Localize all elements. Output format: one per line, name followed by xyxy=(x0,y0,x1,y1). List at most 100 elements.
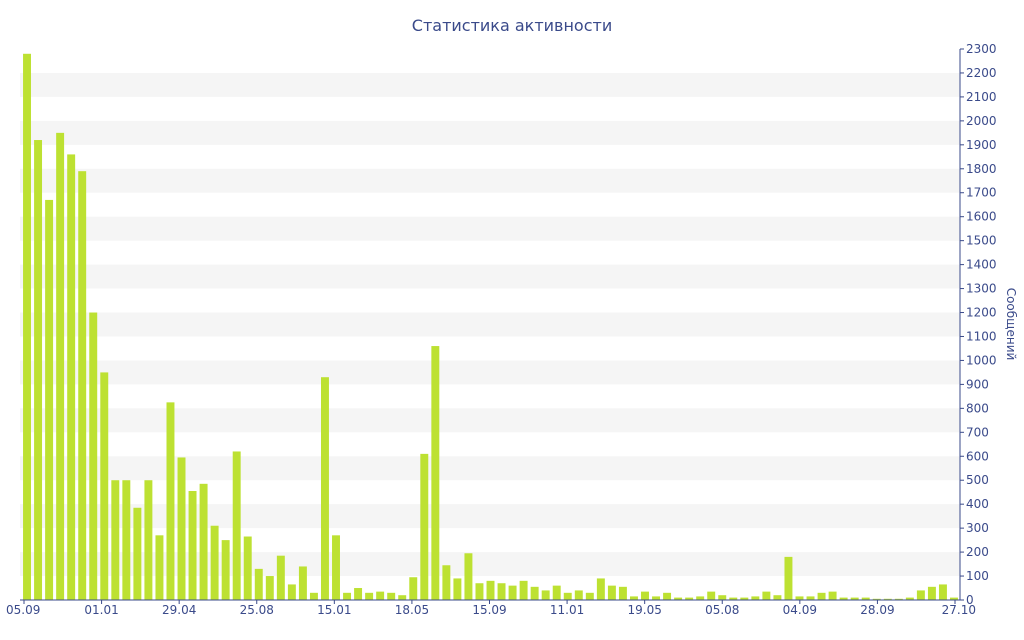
y-tick-label: 500 xyxy=(966,473,989,487)
grid-bands xyxy=(20,72,960,577)
x-tick-label: 05.09 xyxy=(6,603,40,617)
bar xyxy=(861,597,870,600)
bar xyxy=(111,480,120,600)
bar xyxy=(365,592,374,600)
grid-band xyxy=(20,504,960,529)
grid-band xyxy=(20,120,960,145)
x-tick-label: 11.01 xyxy=(550,603,584,617)
grid-band xyxy=(20,168,960,193)
bar xyxy=(287,584,296,600)
y-tick-label: 2300 xyxy=(966,42,997,56)
grid-band xyxy=(20,408,960,433)
bar xyxy=(354,588,363,600)
bar xyxy=(740,597,749,600)
bar xyxy=(762,591,771,600)
bar xyxy=(497,583,506,600)
grid-band xyxy=(20,312,960,337)
bar xyxy=(486,580,495,600)
y-tick-label: 400 xyxy=(966,497,989,511)
bar xyxy=(828,591,837,600)
grid-band xyxy=(20,264,960,289)
bar xyxy=(685,597,694,600)
bar xyxy=(618,586,627,600)
bar xyxy=(188,491,197,600)
y-tick-label: 700 xyxy=(966,425,989,439)
bar xyxy=(894,598,903,600)
bar xyxy=(652,596,661,600)
bar xyxy=(409,577,418,600)
bar xyxy=(155,535,164,600)
y-tick-label: 200 xyxy=(966,545,989,559)
bar xyxy=(574,590,583,600)
bar xyxy=(475,583,484,600)
y-tick-label: 300 xyxy=(966,521,989,535)
y-tick-label: 1200 xyxy=(966,306,997,320)
x-tick-label: 04.09 xyxy=(783,603,817,617)
y-tick-label: 1600 xyxy=(966,210,997,224)
bar xyxy=(177,457,186,600)
bar xyxy=(905,597,914,600)
bar xyxy=(78,171,87,600)
bar xyxy=(872,598,881,600)
y-tick-label: 2200 xyxy=(966,66,997,80)
y-tick-label: 800 xyxy=(966,401,989,415)
bar xyxy=(773,595,782,600)
bar xyxy=(276,555,285,600)
y-tick-label: 600 xyxy=(966,449,989,463)
y-tick-label: 2000 xyxy=(966,114,997,128)
bar xyxy=(321,377,329,600)
x-tick-label: 05.08 xyxy=(705,603,739,617)
x-tick-label: 27.10 xyxy=(942,603,976,617)
y-axis-ticks: 0 100 200 300 400 500 600 700 800 900 1000 1100 1200… xyxy=(960,42,997,607)
x-tick-label: 29.04 xyxy=(162,603,196,617)
bar xyxy=(298,566,307,600)
grid-band xyxy=(20,72,960,97)
bar xyxy=(795,596,804,600)
grid-band xyxy=(20,360,960,385)
bar xyxy=(332,535,340,600)
bar xyxy=(563,592,572,600)
y-tick-label: 1400 xyxy=(966,258,997,272)
bar xyxy=(707,591,716,600)
bar xyxy=(442,565,451,600)
bar xyxy=(122,480,131,600)
bar xyxy=(552,585,561,600)
bar xyxy=(100,372,109,600)
bar xyxy=(950,597,958,600)
bar xyxy=(398,595,407,600)
bar xyxy=(464,553,473,600)
y-tick-label: 1900 xyxy=(966,138,997,152)
bar xyxy=(56,132,65,600)
bar xyxy=(927,586,936,600)
x-tick-label: 18.05 xyxy=(395,603,429,617)
y-tick-label: 2100 xyxy=(966,90,997,104)
chart-title: Статистика активности xyxy=(412,16,612,35)
y-tick-label: 1100 xyxy=(966,329,997,343)
bar xyxy=(144,480,153,600)
x-tick-label: 01.01 xyxy=(84,603,118,617)
bar xyxy=(133,507,142,600)
bar xyxy=(541,590,550,600)
bar xyxy=(629,596,638,600)
bars xyxy=(23,53,958,601)
bar xyxy=(199,483,208,600)
y-tick-label: 100 xyxy=(966,569,989,583)
grid-band xyxy=(20,456,960,481)
bar xyxy=(254,568,263,600)
bar xyxy=(89,312,98,600)
bar xyxy=(530,586,539,600)
bar xyxy=(420,453,429,600)
bar xyxy=(508,585,517,600)
bar xyxy=(34,140,43,600)
x-tick-label: 19.05 xyxy=(627,603,661,617)
bar xyxy=(751,596,760,600)
y-axis-title: Сообщений xyxy=(1004,288,1018,361)
bar xyxy=(23,53,31,601)
bar xyxy=(387,592,396,600)
bar xyxy=(265,576,274,600)
bar xyxy=(166,402,175,600)
bar xyxy=(718,595,727,600)
bar xyxy=(839,597,848,600)
bar xyxy=(607,585,616,600)
